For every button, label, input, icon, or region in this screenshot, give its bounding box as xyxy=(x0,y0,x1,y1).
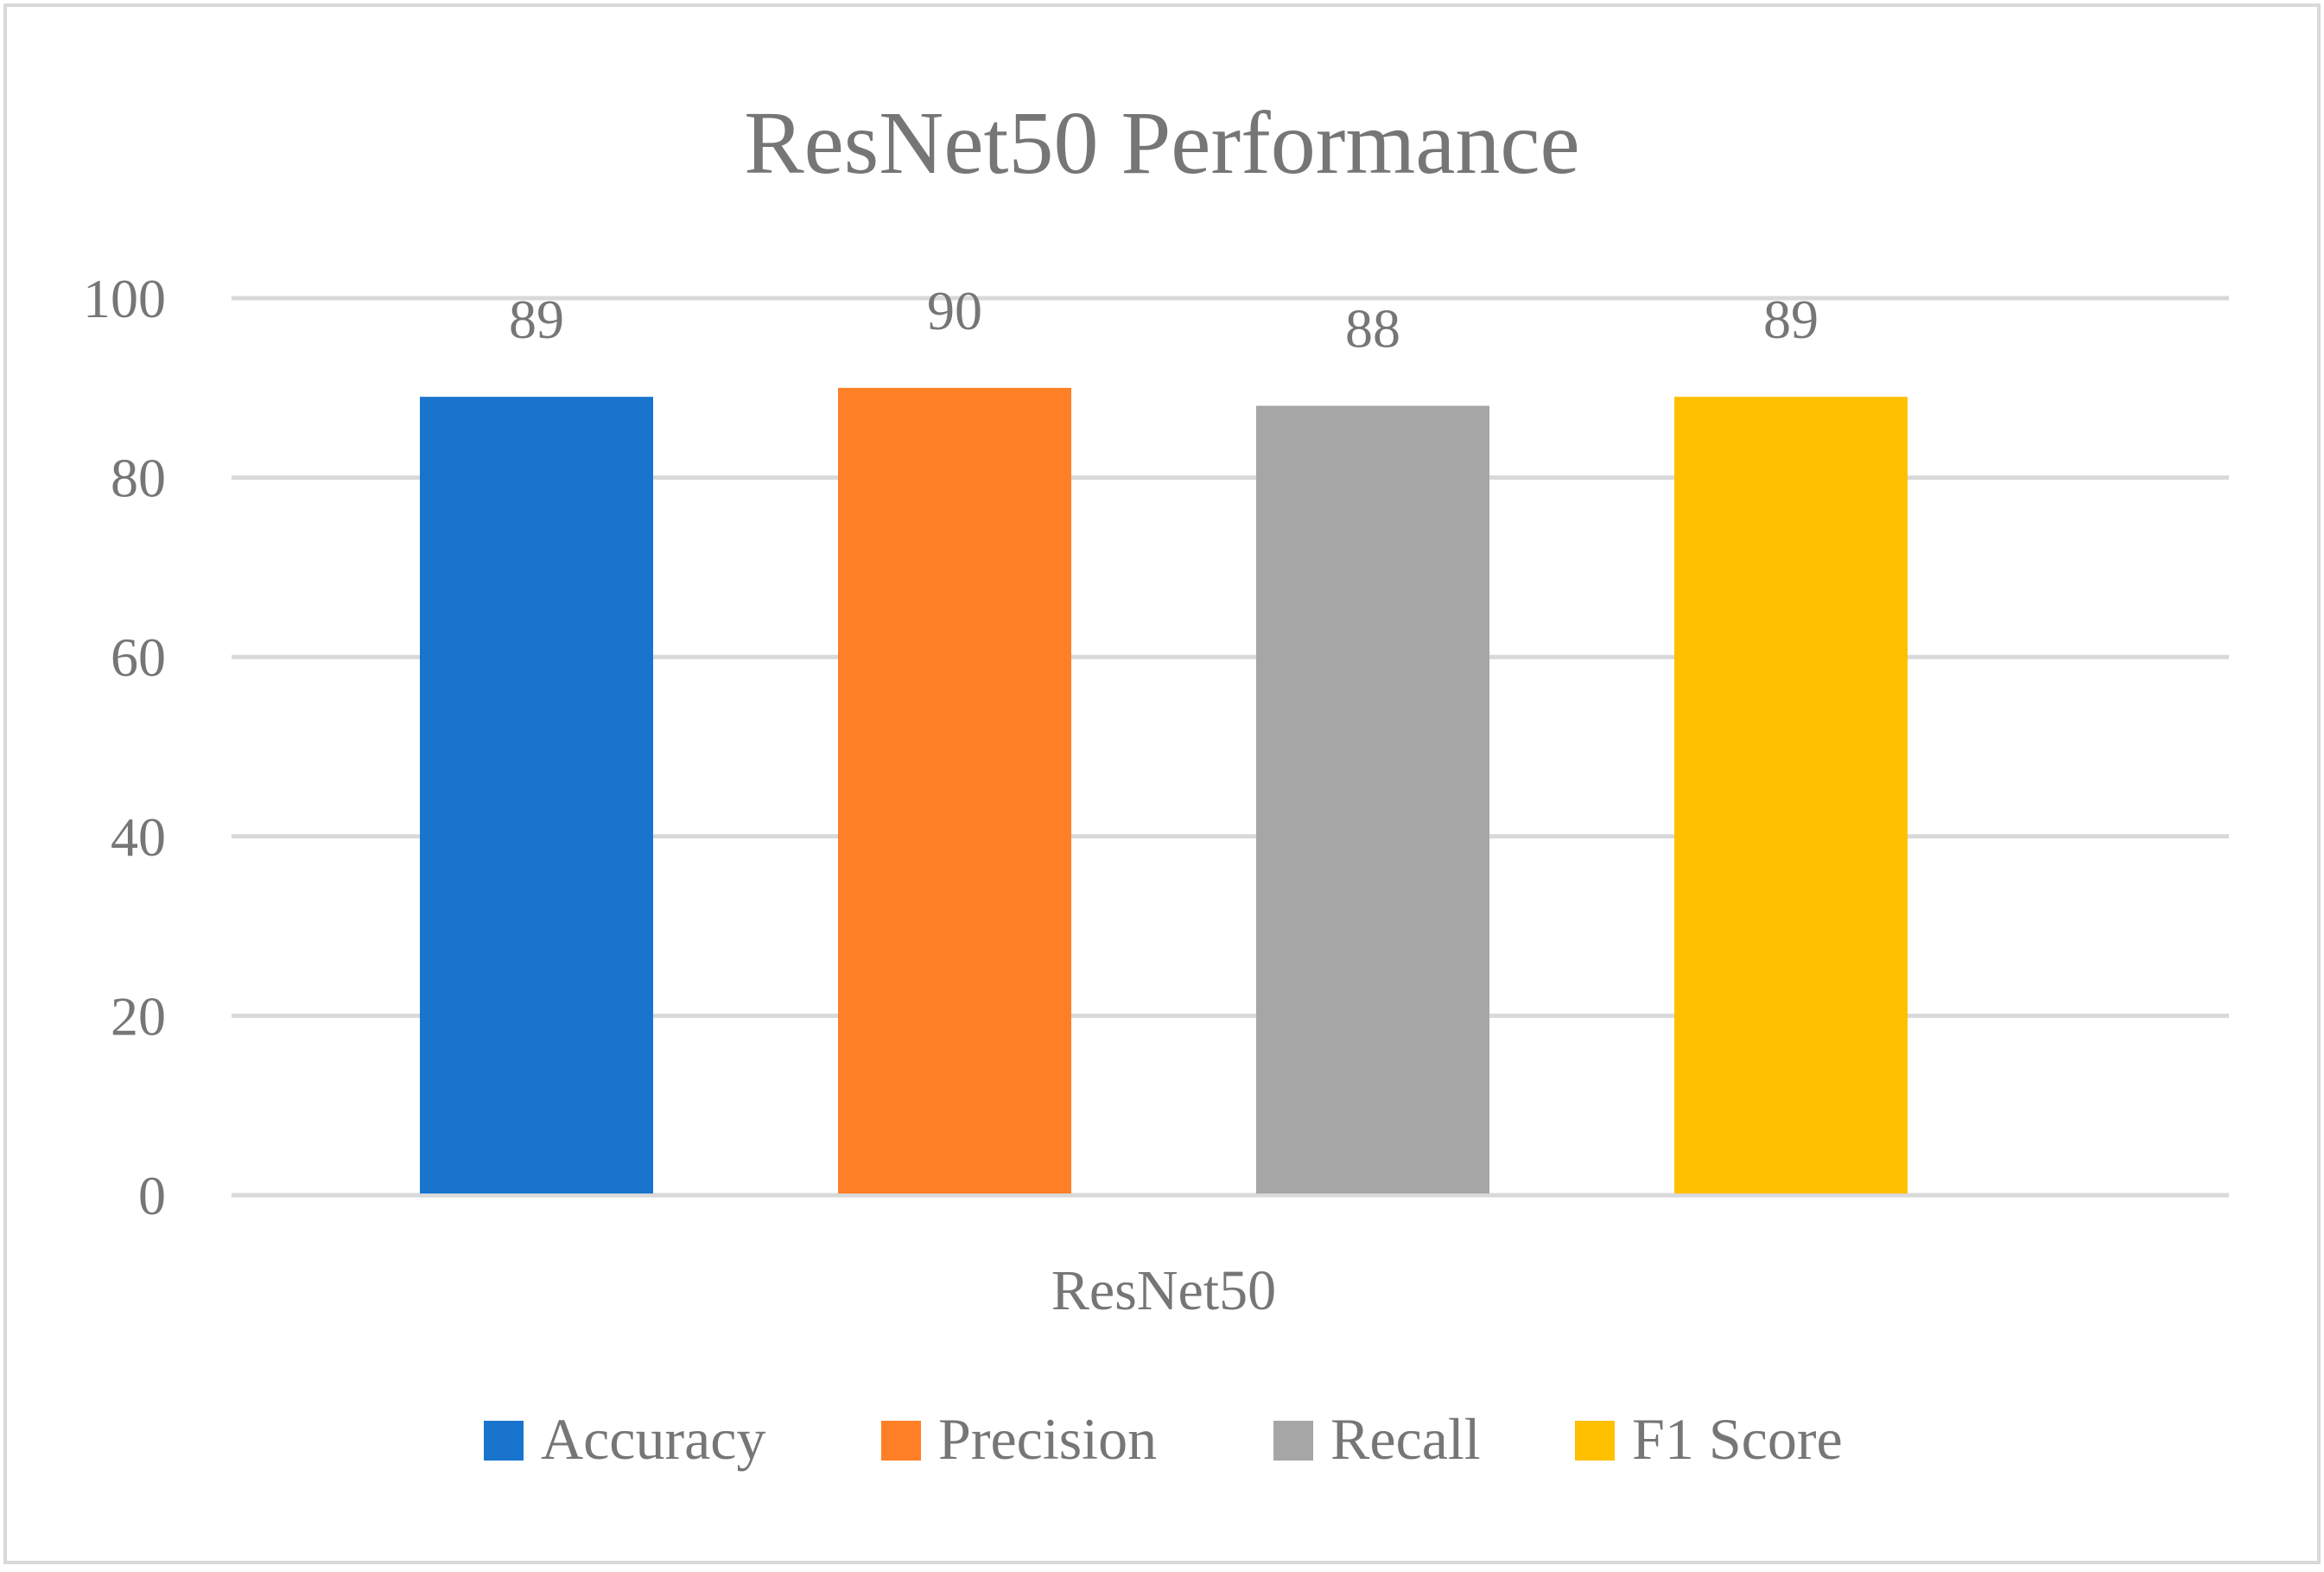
legend-label-precision: Precision xyxy=(938,1406,1157,1472)
legend-label-accuracy: Accuracy xyxy=(541,1406,765,1472)
legend: Accuracy Precision Recall F1 Score xyxy=(484,1406,1843,1472)
y-tick-label-0: 0 xyxy=(138,1165,166,1226)
x-category-label: ResNet50 xyxy=(1051,1259,1276,1322)
bars xyxy=(420,387,1908,1193)
chart-title: ResNet50 Performance xyxy=(744,93,1579,193)
bar-recall xyxy=(1256,405,1489,1193)
y-tick-label-60: 60 xyxy=(111,627,166,688)
bar-f1-score xyxy=(1674,397,1908,1193)
legend-label-recall: Recall xyxy=(1330,1406,1481,1472)
data-label-recall: 88 xyxy=(1345,298,1400,360)
data-label-accuracy: 89 xyxy=(509,289,564,350)
data-label-precision: 90 xyxy=(927,280,982,341)
y-tick-label-40: 40 xyxy=(111,806,166,868)
legend-swatch-accuracy xyxy=(484,1421,524,1461)
legend-swatch-precision xyxy=(881,1421,921,1461)
legend-swatch-recall xyxy=(1273,1421,1313,1461)
x-axis-category-labels: ResNet50 xyxy=(1051,1259,1276,1322)
data-label-f1-score: 89 xyxy=(1763,289,1819,350)
legend-label-f1-score: F1 Score xyxy=(1632,1406,1843,1472)
y-tick-label-80: 80 xyxy=(111,448,166,509)
bar-precision xyxy=(838,387,1071,1193)
data-labels: 89 90 88 89 xyxy=(509,280,1819,360)
bar-accuracy xyxy=(420,397,653,1193)
chart-frame xyxy=(3,3,2321,1564)
y-tick-label-20: 20 xyxy=(111,985,166,1047)
y-axis-tick-labels: 0 20 40 60 80 100 xyxy=(83,268,166,1226)
y-tick-label-100: 100 xyxy=(83,268,166,329)
legend-swatch-f1-score xyxy=(1575,1421,1615,1461)
